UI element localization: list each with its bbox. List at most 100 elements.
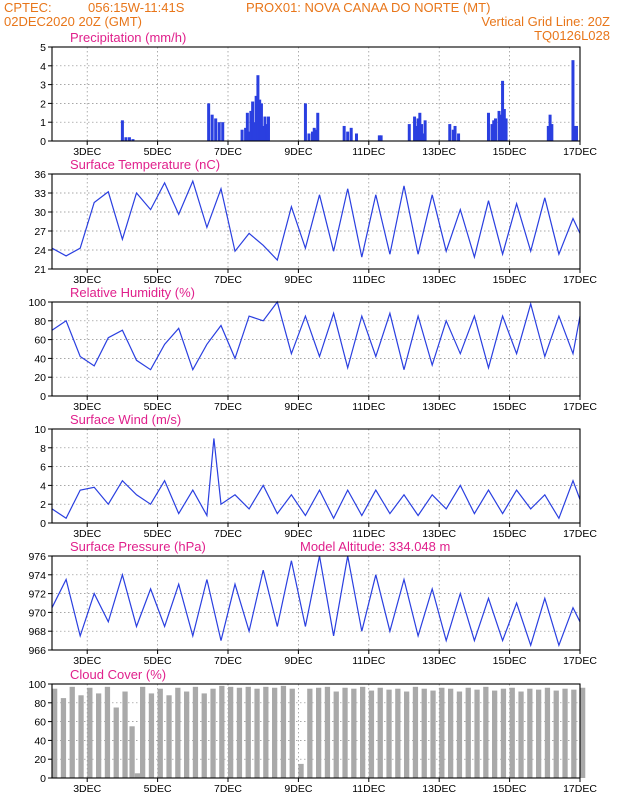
precipitation-bar bbox=[504, 118, 508, 141]
x-tick-label: 13DEC bbox=[422, 783, 456, 795]
y-tick-label: 80 bbox=[34, 698, 46, 710]
precipitation-bar bbox=[416, 118, 420, 141]
cloud-cover-bar bbox=[192, 686, 199, 778]
y-tick-label: 3 bbox=[40, 80, 46, 92]
x-tick-label: 9DEC bbox=[284, 655, 312, 667]
relative-humidity-panel: 0 20 40 60 80 100 3DEC 5DEC 7DEC 9DEC 11DEC 13DEC 15… bbox=[28, 285, 597, 413]
y-tick-label: 27 bbox=[34, 226, 46, 238]
x-tick-label: 3DEC bbox=[73, 274, 101, 286]
cloud-cover-bar bbox=[228, 686, 234, 778]
precipitation-bar bbox=[349, 127, 353, 141]
cloud-cover-bar bbox=[87, 687, 93, 778]
cloud-cover-bar bbox=[134, 773, 140, 778]
x-tick-label: 17DEC bbox=[563, 528, 597, 540]
x-tick-label: 9DEC bbox=[284, 528, 312, 540]
precipitation-frame bbox=[51, 46, 581, 142]
cloud-cover-bar bbox=[553, 690, 559, 778]
precipitation-title: Precipitation (mm/h) bbox=[70, 30, 186, 45]
x-tick-label: 3DEC bbox=[73, 528, 101, 540]
y-tick-label: 0 bbox=[40, 773, 46, 785]
header: CPTEC: 056:15W-11:41S PROX01: NOVA CANAA… bbox=[4, 0, 610, 43]
precipitation-bar bbox=[499, 114, 503, 141]
relative-humidity-frame bbox=[51, 301, 581, 397]
x-tick-label: 11DEC bbox=[352, 274, 385, 286]
precipitation-bar bbox=[346, 131, 350, 141]
x-tick-label: 5DEC bbox=[144, 783, 172, 795]
precipitation-bar bbox=[221, 122, 225, 141]
header-grid-line: Vertical Grid Line: 20Z bbox=[481, 14, 610, 29]
cloud-cover-bar bbox=[113, 707, 119, 778]
cloud-cover-bar bbox=[140, 686, 146, 778]
x-tick-label: 7DEC bbox=[214, 146, 242, 158]
x-tick-label: 11DEC bbox=[352, 783, 385, 795]
surface-wind-panel: 0 2 4 6 8 10 3DEC 5DEC 7DEC 9DEC 11DEC 13DEC 15DEC 17… bbox=[34, 412, 597, 540]
precipitation-bar bbox=[548, 114, 552, 141]
surface-pressure-title: Surface Pressure (hPa) bbox=[70, 539, 206, 554]
x-tick-label: 7DEC bbox=[214, 401, 242, 413]
cloud-cover-bar bbox=[298, 763, 304, 778]
cloud-cover-bar bbox=[52, 688, 58, 778]
precipitation-bar bbox=[497, 110, 501, 141]
cloud-cover-bar bbox=[474, 689, 480, 778]
x-tick-label: 13DEC bbox=[422, 401, 456, 413]
y-tick-label: 974 bbox=[28, 570, 46, 582]
cloud-cover-bar bbox=[342, 687, 348, 778]
cloud-cover-bar bbox=[456, 691, 463, 778]
precipitation-bar bbox=[546, 125, 550, 141]
y-tick-label: 20 bbox=[34, 754, 46, 766]
cloud-cover-bar bbox=[175, 687, 181, 778]
cloud-cover-bar bbox=[263, 686, 269, 778]
precipitation-bar bbox=[217, 122, 221, 141]
y-tick-label: 0 bbox=[40, 391, 46, 403]
cloud-cover-bar bbox=[404, 691, 410, 778]
y-tick-label: 36 bbox=[34, 169, 46, 181]
precipitation-bar bbox=[573, 125, 577, 141]
cloud-cover-bar bbox=[96, 693, 102, 778]
cloud-cover-bar bbox=[439, 687, 445, 778]
x-tick-label: 17DEC bbox=[563, 655, 597, 667]
y-tick-label: 40 bbox=[34, 735, 46, 747]
precipitation-bar bbox=[448, 124, 452, 141]
x-tick-label: 15DEC bbox=[493, 528, 527, 540]
cloud-cover-bar bbox=[360, 686, 366, 778]
surface-temperature-panel: 21 24 27 30 33 36 3DEC 5DEC 7DEC 9DEC 11DEC 13DEC 15… bbox=[34, 157, 597, 286]
cloud-cover-bar bbox=[412, 686, 419, 778]
precipitation-bar bbox=[310, 131, 314, 141]
precipitation-bar bbox=[407, 124, 411, 141]
x-tick-label: 17DEC bbox=[563, 146, 597, 158]
precipitation-bar bbox=[259, 103, 263, 141]
x-tick-label: 9DEC bbox=[284, 146, 312, 158]
precipitation-bar bbox=[254, 95, 258, 141]
x-tick-label: 15DEC bbox=[493, 274, 527, 286]
cloud-cover-bar bbox=[307, 688, 313, 778]
precipitation-bar bbox=[131, 139, 135, 141]
x-tick-label: 15DEC bbox=[493, 146, 527, 158]
precipitation-bar bbox=[342, 125, 346, 141]
cloud-cover-bar bbox=[518, 691, 524, 778]
precipitation-bar bbox=[247, 131, 251, 141]
y-tick-label: 968 bbox=[28, 626, 46, 638]
cloud-cover-bar bbox=[69, 686, 75, 778]
cloud-cover-bar bbox=[219, 685, 225, 778]
precipitation-bar bbox=[423, 120, 427, 141]
precipitation-bar bbox=[258, 99, 262, 141]
header-datetime: 02DEC2020 20Z (GMT) bbox=[4, 14, 142, 29]
cloud-cover-title: Cloud Cover (%) bbox=[70, 667, 166, 682]
cloud-cover-bar bbox=[78, 695, 84, 778]
y-tick-label: 10 bbox=[34, 424, 46, 436]
cloud-cover-bar bbox=[333, 691, 339, 778]
cloud-cover-bar bbox=[254, 688, 260, 778]
cloud-cover-bar bbox=[148, 693, 155, 778]
surface-wind-title: Surface Wind (m/s) bbox=[70, 412, 181, 427]
y-tick-label: 972 bbox=[28, 589, 46, 601]
precipitation-bar bbox=[252, 122, 256, 141]
x-tick-label: 11DEC bbox=[352, 146, 385, 158]
x-tick-label: 9DEC bbox=[284, 274, 312, 286]
precipitation-bar bbox=[303, 103, 307, 141]
header-model: TQ0126L028 bbox=[534, 28, 610, 43]
precipitation-bar bbox=[501, 80, 505, 141]
precipitation-bar bbox=[314, 129, 318, 141]
precipitation-bar bbox=[379, 135, 383, 141]
precipitation-bar bbox=[120, 120, 124, 141]
